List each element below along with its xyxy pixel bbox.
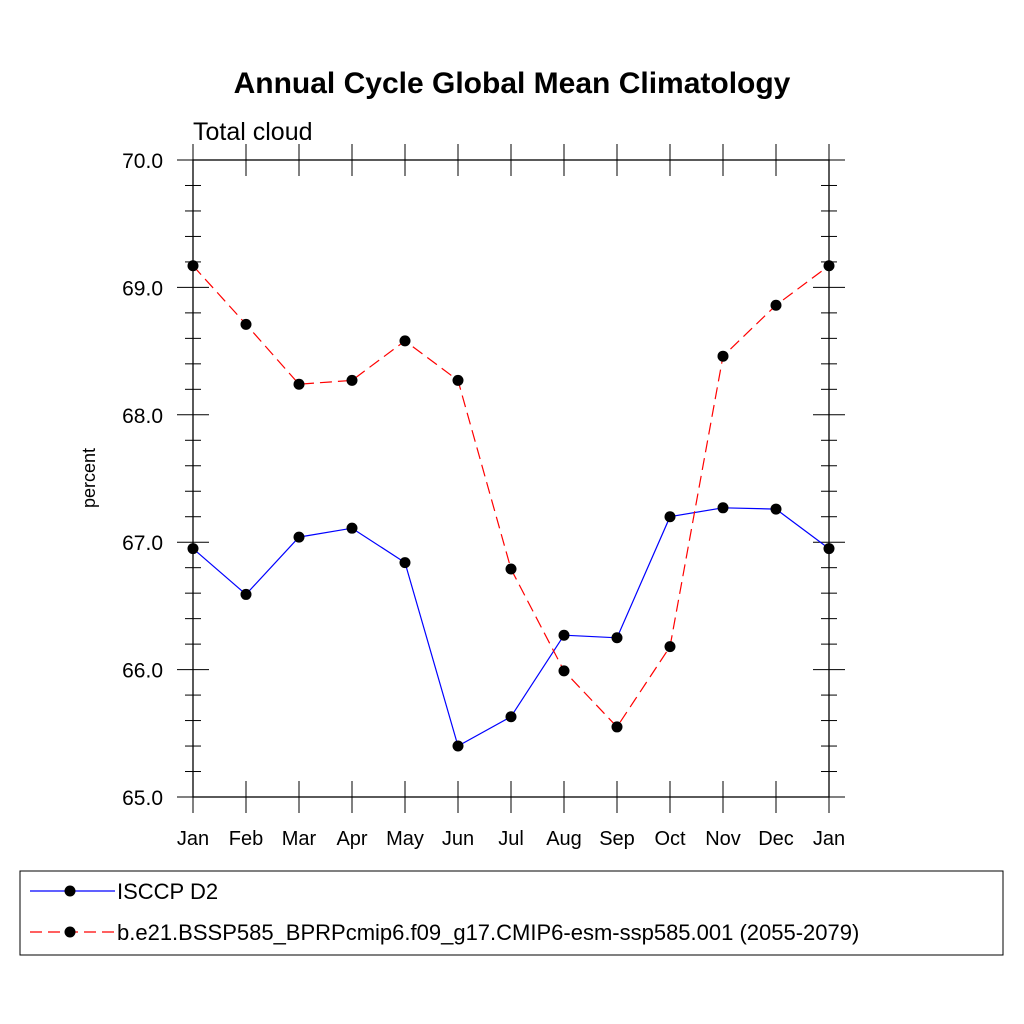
legend-marker <box>64 926 76 938</box>
data-point <box>346 522 358 534</box>
x-tick-label: Jul <box>498 828 524 850</box>
y-tick-label: 66.0 <box>122 660 163 683</box>
data-point <box>770 503 782 515</box>
x-tick-label: May <box>386 828 424 850</box>
data-point <box>611 721 623 733</box>
data-point <box>717 502 729 514</box>
x-tick-label: Jun <box>442 828 474 850</box>
data-point <box>240 588 252 600</box>
data-point <box>558 629 570 641</box>
chart-title: Annual Cycle Global Mean Climatology <box>234 67 791 100</box>
axis-ticks <box>177 144 845 813</box>
data-point <box>452 740 464 752</box>
data-point <box>187 260 199 272</box>
plot-frame <box>192 159 830 798</box>
x-tick-label: Sep <box>599 828 635 850</box>
legend-label-1: ISCCP D2 <box>117 879 218 904</box>
data-point <box>293 531 305 543</box>
data-point <box>346 374 358 386</box>
data-point <box>187 543 199 555</box>
y-axis-label: percent <box>79 448 99 508</box>
data-point <box>558 665 570 677</box>
data-point <box>399 335 411 347</box>
x-tick-label: Feb <box>229 828 263 850</box>
y-tick-label: 67.0 <box>122 532 163 555</box>
y-tick-label: 69.0 <box>122 277 163 300</box>
data-point <box>452 374 464 386</box>
x-tick-label: Oct <box>654 828 686 850</box>
x-tick-label: Jan <box>177 828 209 850</box>
data-point <box>664 641 676 653</box>
data-point <box>505 563 517 575</box>
data-point <box>240 318 252 330</box>
series-line-1 <box>192 507 830 747</box>
y-tick-labels: 65.0 66.0 67.0 68.0 69.0 70.0 <box>122 150 163 810</box>
data-point <box>611 632 623 644</box>
legend-marker <box>64 885 76 897</box>
data-point <box>823 260 835 272</box>
x-tick-label: Mar <box>282 828 317 850</box>
data-point <box>823 543 835 555</box>
y-tick-label: 70.0 <box>122 150 163 173</box>
x-tick-label: Aug <box>546 828 582 850</box>
y-tick-label: 65.0 <box>122 787 163 810</box>
x-tick-label: Dec <box>758 828 794 850</box>
series-line-2 <box>192 265 830 728</box>
x-tick-label: Apr <box>336 828 367 850</box>
legend: ISCCP D2 b.e21.BSSP585_BPRPcmip6.f09_g17.… <box>30 879 859 945</box>
series-layer <box>187 260 835 752</box>
x-tick-labels: Jan Feb Mar Apr May Jun Jul Aug Sep Oct Nov Dec Jan <box>177 828 845 850</box>
data-point <box>399 557 411 569</box>
data-point <box>717 350 729 362</box>
data-point <box>293 378 305 390</box>
data-point <box>770 299 782 311</box>
x-tick-label: Nov <box>705 828 741 850</box>
legend-box <box>19 870 1004 956</box>
chart-subtitle: Total cloud <box>193 118 313 146</box>
data-point <box>664 511 676 523</box>
y-tick-label: 68.0 <box>122 405 163 428</box>
data-point <box>505 711 517 723</box>
legend-label-2: b.e21.BSSP585_BPRPcmip6.f09_g17.CMIP6-es… <box>117 920 859 945</box>
x-tick-label: Jan <box>813 828 845 850</box>
